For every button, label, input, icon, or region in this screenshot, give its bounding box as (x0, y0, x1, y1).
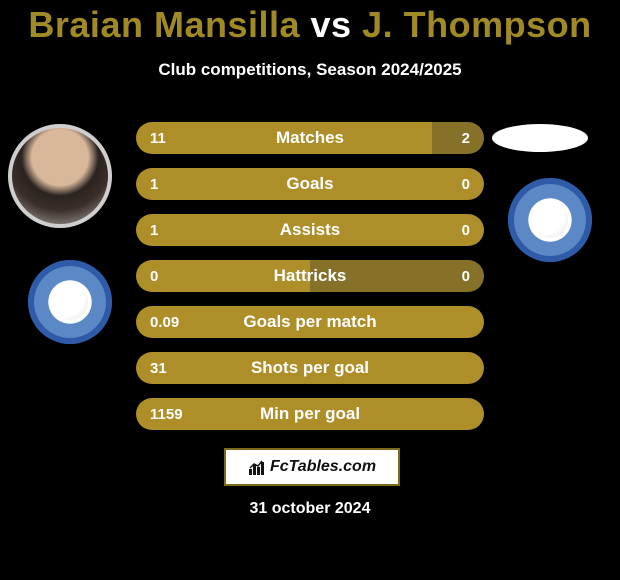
stat-label: Goals per match (243, 312, 376, 332)
player2-name: J. Thompson (362, 4, 592, 45)
player1-club-logo (28, 260, 112, 344)
stat-label: Goals (286, 174, 333, 194)
stat-left-value: 1159 (150, 398, 183, 430)
subtitle: Club competitions, Season 2024/2025 (0, 60, 620, 80)
stat-row: 1 Assists 0 (136, 214, 484, 246)
stat-row: 0 Hattricks 0 (136, 260, 484, 292)
stat-left-value: 1 (150, 168, 158, 200)
stat-row: 31 Shots per goal (136, 352, 484, 384)
chart-icon (248, 458, 266, 476)
stat-left-value: 0 (150, 260, 158, 292)
stat-row: 1159 Min per goal (136, 398, 484, 430)
stat-right-value: 0 (462, 168, 470, 200)
stat-left-value: 31 (150, 352, 167, 384)
stats-block: 11 Matches 2 1 Goals 0 1 Assists 0 0 Hattricks 0 0.0… (136, 122, 484, 444)
brand-box: FcTables.com (224, 448, 400, 486)
stat-right-value: 0 (462, 214, 470, 246)
stat-left-value: 1 (150, 214, 158, 246)
stat-right-value: 0 (462, 260, 470, 292)
stat-label: Hattricks (274, 266, 347, 286)
page-title: Braian Mansilla vs J. Thompson (0, 4, 620, 46)
stat-left-value: 0.09 (150, 306, 179, 338)
player2-club-logo (508, 178, 592, 262)
stat-left-value: 11 (150, 122, 166, 154)
stat-row: 0.09 Goals per match (136, 306, 484, 338)
stat-label: Matches (276, 128, 344, 148)
stat-row: 11 Matches 2 (136, 122, 484, 154)
stat-label: Shots per goal (251, 358, 369, 378)
player1-name: Braian Mansilla (28, 4, 300, 45)
stat-right-value: 2 (462, 122, 470, 154)
stat-label: Min per goal (260, 404, 360, 424)
player1-avatar (8, 124, 112, 228)
date-text: 31 october 2024 (0, 500, 620, 518)
vs-text: vs (311, 4, 352, 45)
stat-label: Assists (280, 220, 340, 240)
stat-row: 1 Goals 0 (136, 168, 484, 200)
player2-avatar (492, 124, 588, 152)
brand-text: FcTables.com (270, 458, 376, 476)
infographic-container: Braian Mansilla vs J. Thompson Club comp… (0, 0, 620, 580)
